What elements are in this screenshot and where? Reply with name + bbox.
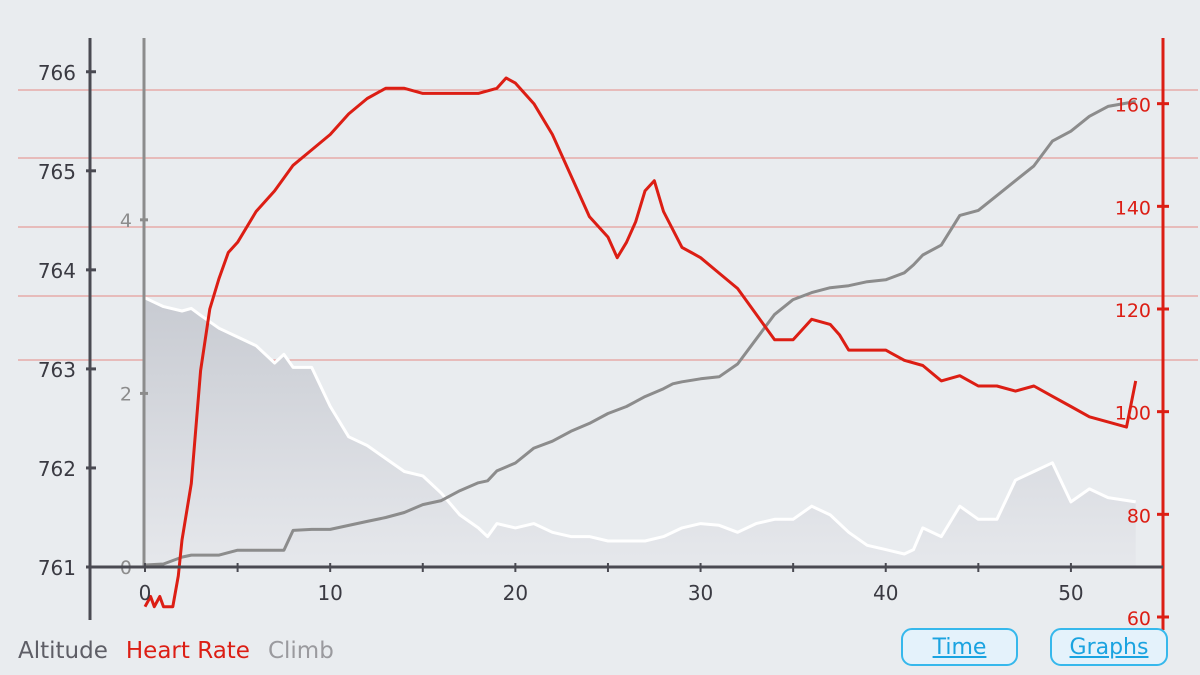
heart-rate-tick-label: 140 <box>1115 197 1151 219</box>
altitude-tick-label: 765 <box>38 160 76 184</box>
graphs-button[interactable]: Graphs <box>1050 628 1168 666</box>
climb-line <box>144 296 1136 556</box>
heart-rate-tick-label: 60 <box>1127 608 1151 630</box>
x-tick-label: 10 <box>317 581 342 605</box>
heart-rate-tick-label: 80 <box>1127 505 1151 527</box>
legend-altitude: Altitude <box>18 638 108 664</box>
heart-rate-tick-label: 120 <box>1115 300 1151 322</box>
x-tick-label: 30 <box>688 581 713 605</box>
legend-climb: Climb <box>267 638 334 664</box>
time-button[interactable]: Time <box>901 628 1018 666</box>
chart: 7617627637647657660246080100120140160010… <box>18 38 1198 630</box>
heart-rate-tick-label: 100 <box>1115 403 1151 425</box>
altitude-tick-label: 761 <box>38 556 76 580</box>
x-tick-label: 50 <box>1058 581 1083 605</box>
legend: Altitude Heart Rate Climb <box>18 638 334 664</box>
altitude-line <box>144 100 1136 567</box>
altitude-tick-label: 763 <box>38 358 76 382</box>
heart-rate-line <box>143 76 1138 609</box>
axes: 7617627637647657660246080100120140160010… <box>38 38 1169 630</box>
legend-heart-rate: Heart Rate <box>125 638 250 664</box>
altitude-tick-label: 764 <box>38 259 76 283</box>
altitude-tick-label: 762 <box>38 457 76 481</box>
climb-tick-label: 2 <box>120 383 132 405</box>
x-tick-label: 0 <box>139 581 152 605</box>
climb-tick-label: 4 <box>120 210 132 232</box>
x-tick-label: 20 <box>503 581 528 605</box>
climb-area <box>145 297 1136 567</box>
x-tick-label: 40 <box>873 581 898 605</box>
altitude-tick-label: 766 <box>38 61 76 85</box>
heart-rate-tick-label: 160 <box>1115 95 1151 117</box>
